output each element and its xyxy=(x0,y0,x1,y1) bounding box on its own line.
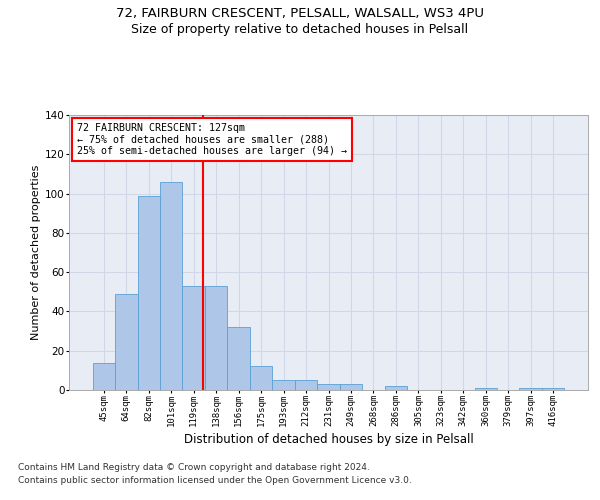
Bar xyxy=(250,366,272,390)
Bar xyxy=(92,362,115,390)
Bar xyxy=(340,384,362,390)
X-axis label: Distribution of detached houses by size in Pelsall: Distribution of detached houses by size … xyxy=(184,434,473,446)
Bar xyxy=(272,380,295,390)
Text: Size of property relative to detached houses in Pelsall: Size of property relative to detached ho… xyxy=(131,22,469,36)
Bar xyxy=(295,380,317,390)
Text: 72, FAIRBURN CRESCENT, PELSALL, WALSALL, WS3 4PU: 72, FAIRBURN CRESCENT, PELSALL, WALSALL,… xyxy=(116,8,484,20)
Text: 72 FAIRBURN CRESCENT: 127sqm
← 75% of detached houses are smaller (288)
25% of s: 72 FAIRBURN CRESCENT: 127sqm ← 75% of de… xyxy=(77,123,347,156)
Text: Contains HM Land Registry data © Crown copyright and database right 2024.: Contains HM Land Registry data © Crown c… xyxy=(18,462,370,471)
Bar xyxy=(182,286,205,390)
Bar xyxy=(475,388,497,390)
Bar xyxy=(227,327,250,390)
Bar xyxy=(520,388,542,390)
Text: Contains public sector information licensed under the Open Government Licence v3: Contains public sector information licen… xyxy=(18,476,412,485)
Bar xyxy=(160,182,182,390)
Bar xyxy=(317,384,340,390)
Bar xyxy=(542,388,565,390)
Bar xyxy=(205,286,227,390)
Bar xyxy=(115,294,137,390)
Bar xyxy=(137,196,160,390)
Y-axis label: Number of detached properties: Number of detached properties xyxy=(31,165,41,340)
Bar xyxy=(385,386,407,390)
